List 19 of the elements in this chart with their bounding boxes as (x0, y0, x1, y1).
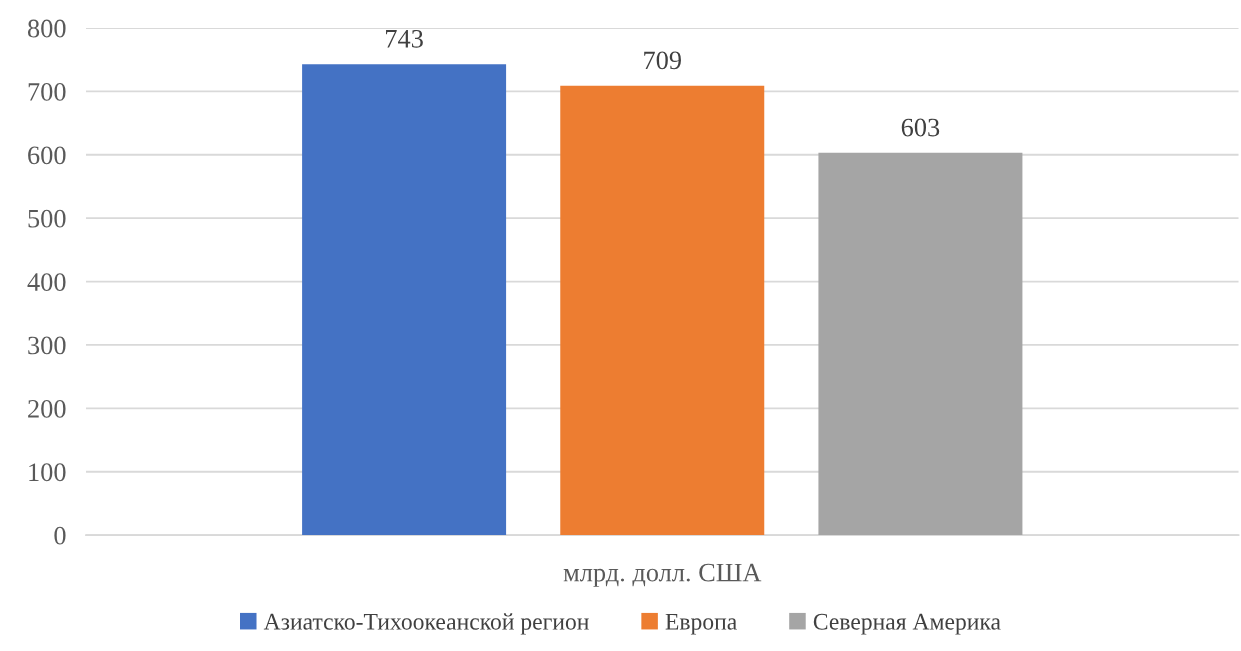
legend-label: Азиатско-Тихоокеанской регион (263, 613, 589, 635)
y-tick-label: 600 (28, 146, 66, 165)
y-tick-label: 100 (29, 463, 66, 482)
data-label: 603 (901, 118, 940, 137)
bar (302, 64, 507, 536)
data-label: 709 (644, 51, 681, 70)
x-tick-label: млрд. долл. США (563, 563, 762, 587)
data-label: 743 (386, 29, 423, 48)
legend-label: Северная Америка (813, 613, 1001, 635)
y-tick-label: 300 (28, 336, 66, 355)
y-tick-label: 0 (54, 526, 66, 545)
bar (818, 152, 1023, 536)
y-tick-label: 400 (27, 273, 66, 291)
y-tick-label: 200 (28, 399, 66, 418)
y-tick-label: 500 (28, 209, 66, 228)
legend-label: Европа (665, 613, 737, 635)
bar (560, 85, 765, 536)
y-tick-label: 800 (27, 19, 66, 38)
y-tick-label: 700 (28, 82, 66, 101)
